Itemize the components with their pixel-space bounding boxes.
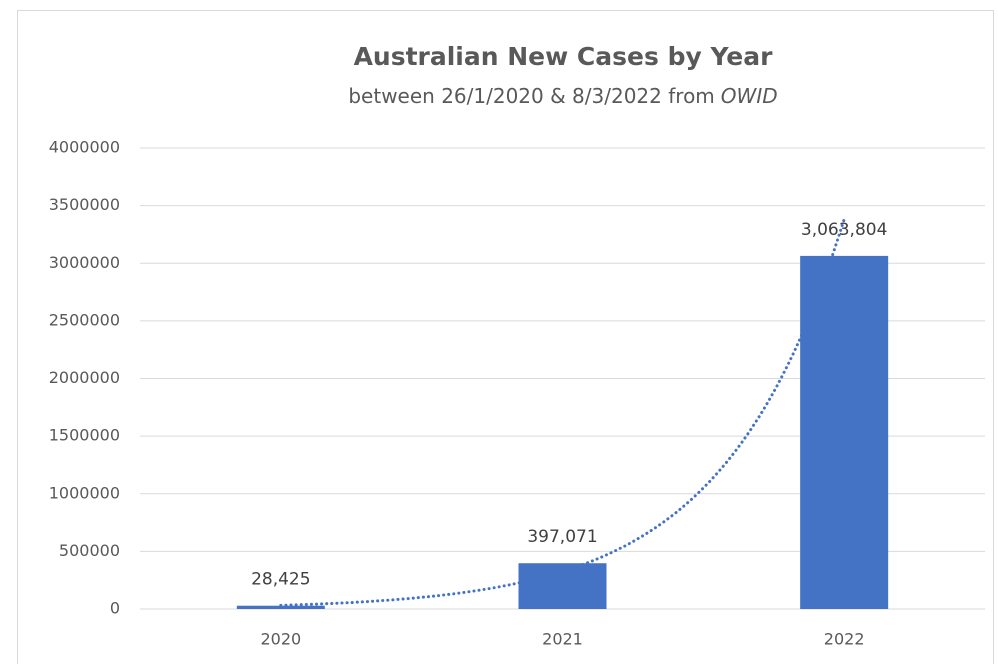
data-label: 3,063,804 xyxy=(801,220,888,240)
y-tick-label: 500000 xyxy=(59,541,120,560)
x-tick-label: 2021 xyxy=(542,630,583,649)
x-tick-label: 2022 xyxy=(824,630,865,649)
trendline xyxy=(279,217,846,607)
y-tick-label: 1000000 xyxy=(49,483,120,502)
y-tick-label: 0 xyxy=(110,599,120,618)
bar xyxy=(800,255,889,609)
chart-title: Australian New Cases by Year xyxy=(354,42,774,71)
y-tick-label: 2500000 xyxy=(49,310,120,329)
bar xyxy=(236,605,325,609)
y-tick-label: 4000000 xyxy=(49,138,120,157)
subtitle-source: OWID xyxy=(721,84,778,108)
y-tick-label: 3500000 xyxy=(49,195,120,214)
subtitle-text: between 26/1/2020 & 8/3/2022 from xyxy=(348,84,714,108)
x-tick-label: 2020 xyxy=(260,630,301,649)
y-tick-label: 3000000 xyxy=(49,253,120,272)
y-tick-label: 2000000 xyxy=(49,368,120,387)
y-tick-label: 1500000 xyxy=(49,426,120,445)
chart-subtitle: between 26/1/2020 & 8/3/2022 from OWID xyxy=(348,84,777,108)
data-label: 397,071 xyxy=(527,527,597,547)
data-label: 28,425 xyxy=(251,570,310,590)
